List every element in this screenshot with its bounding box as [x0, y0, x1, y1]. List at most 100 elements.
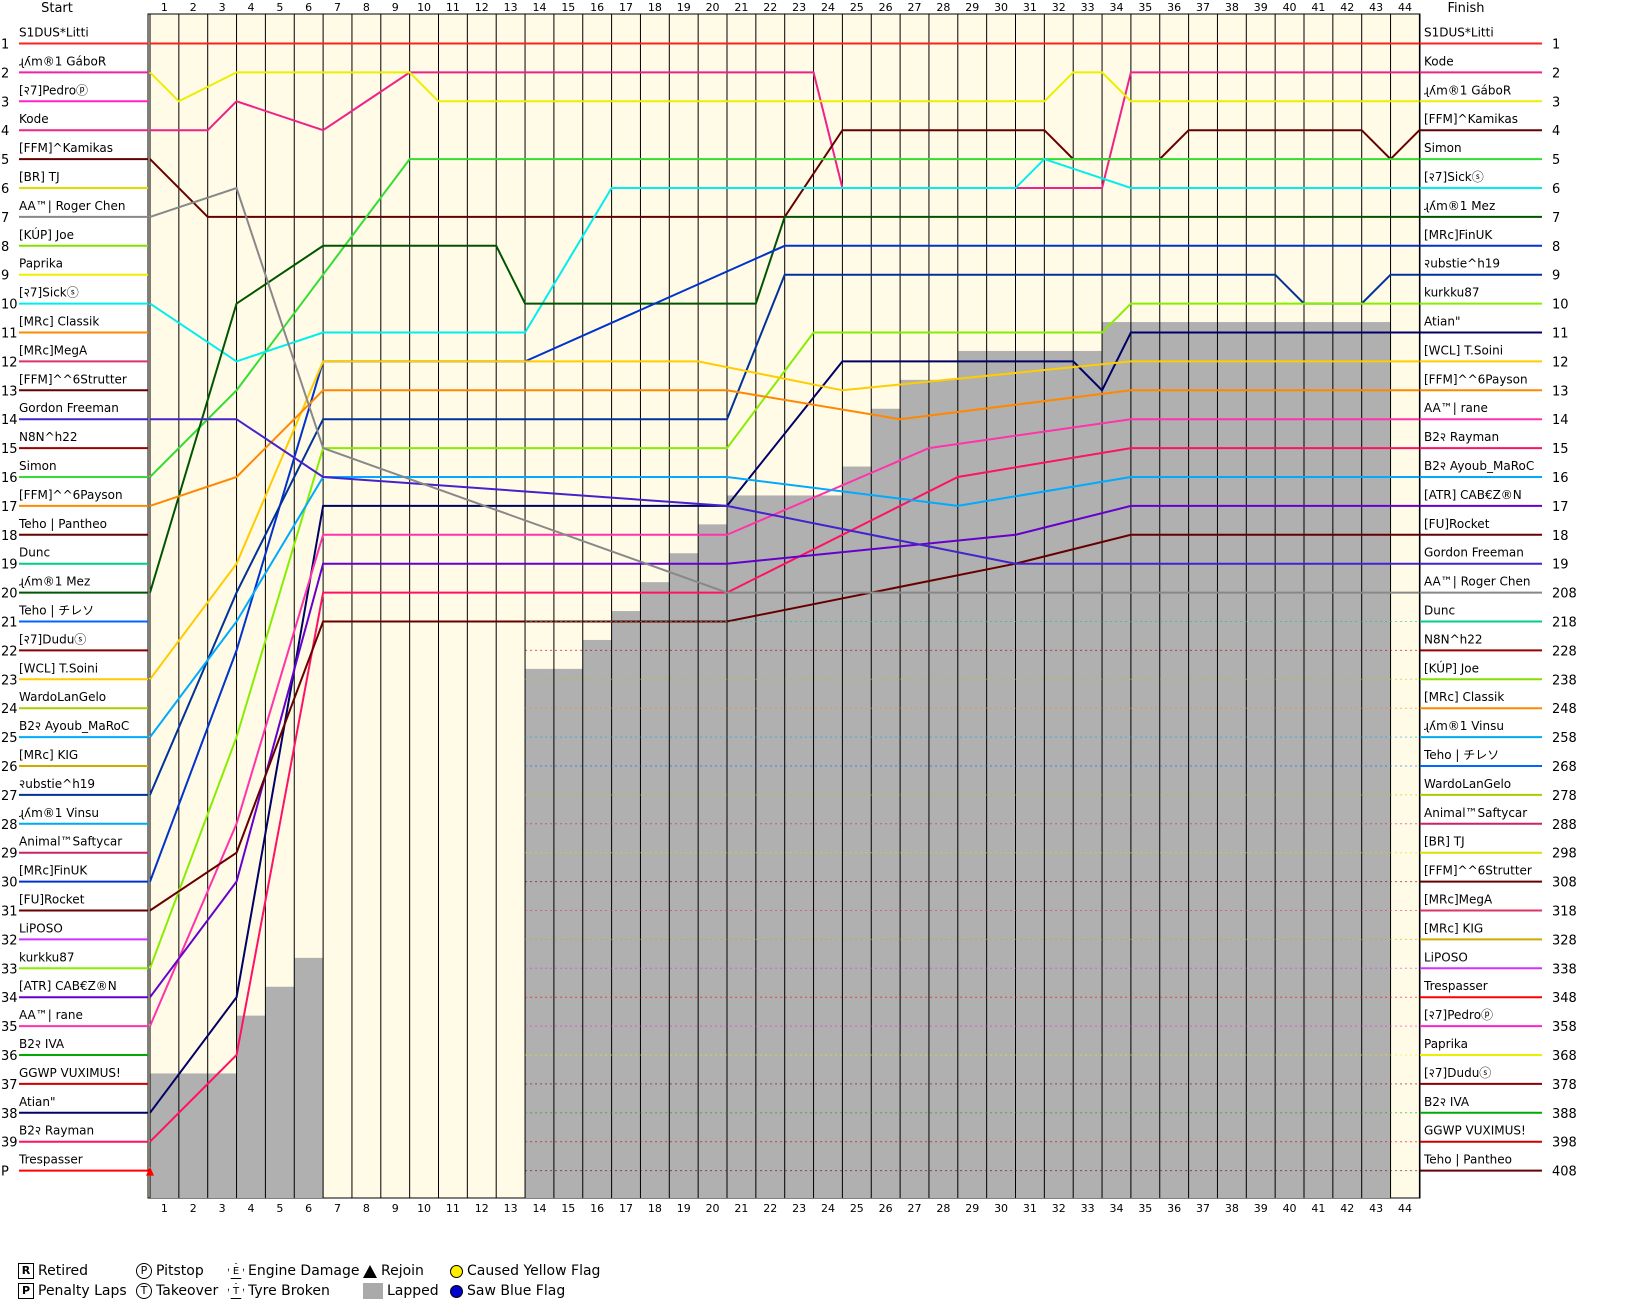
finish-driver-name: Atian" — [1424, 315, 1461, 329]
rejoin-marker — [146, 1166, 154, 1176]
legend-label: Caused Yellow Flag — [467, 1263, 601, 1279]
lap-label-top: 11 — [446, 1, 460, 14]
lap-label-bottom: 9 — [392, 1202, 399, 1215]
rejoin-legend-icon — [363, 1264, 377, 1278]
left-position-number: 15 — [1, 442, 18, 457]
start-driver-name: Teho | チレソ — [18, 604, 94, 618]
driver-line — [150, 71, 1420, 189]
lap-label-bottom: 25 — [850, 1202, 864, 1215]
start-driver-name: Trespasser — [18, 1153, 83, 1167]
lap-label-top: 22 — [763, 1, 777, 14]
finish-driver-name: WardoLanGelo — [1424, 777, 1511, 791]
finish-driver-name: B2२ Rayman — [1424, 430, 1499, 444]
right-position-number: 228 — [1552, 644, 1577, 659]
legend: R Retired P Penalty Laps P Pitstop T Tak… — [18, 1263, 618, 1303]
finish-driver-name: Dunc — [1424, 604, 1455, 618]
right-position-number: 368 — [1552, 1049, 1577, 1064]
legend-label: Rejoin — [381, 1263, 424, 1279]
left-position-number: 38 — [1, 1107, 18, 1122]
lapped-region — [611, 611, 641, 1198]
start-driver-name: Atian" — [19, 1095, 56, 1109]
start-driver-name: B2२ IVA — [19, 1037, 65, 1051]
start-driver-name: [KÚP] Joe — [19, 227, 74, 242]
right-position-number: 388 — [1552, 1107, 1577, 1122]
right-position-number: 8 — [1552, 240, 1560, 255]
driver-line — [149, 215, 1420, 593]
lap-label-top: 29 — [965, 1, 979, 14]
left-position-number: 5 — [1, 153, 9, 168]
lap-label-bottom: 42 — [1340, 1202, 1354, 1215]
lap-label-top: 15 — [561, 1, 575, 14]
takeover-legend-icon: T — [136, 1283, 152, 1299]
left-position-number: 9 — [1, 269, 9, 284]
lap-label-bottom: 13 — [504, 1202, 518, 1215]
tyre-broken-legend-icon: T — [228, 1283, 244, 1299]
left-position-number: 12 — [1, 355, 18, 370]
finish-driver-name: kurkku87 — [1424, 286, 1480, 300]
right-position-number: 268 — [1552, 760, 1577, 775]
right-position-number: 298 — [1552, 847, 1577, 862]
finish-driver-name: [FFM]^^6Strutter — [1424, 864, 1532, 878]
left-position-number: 1 — [1, 38, 9, 53]
finish-driver-name: Teho | Pantheo — [1423, 1153, 1512, 1167]
finish-driver-name: B2२ IVA — [1424, 1095, 1470, 1109]
lap-label-bottom: 24 — [821, 1202, 835, 1215]
start-driver-name: [FFM]^^6Strutter — [19, 372, 127, 386]
pitstop-legend-icon: P — [136, 1263, 152, 1279]
start-driver-name: AA™| rane — [19, 1008, 83, 1022]
legend-label: Penalty Laps — [38, 1283, 127, 1299]
lapped-region — [1130, 322, 1391, 1198]
finish-driver-name: २ubstie^h19 — [1424, 257, 1500, 271]
driver-line — [149, 418, 1420, 1027]
lap-label-bottom: 1 — [161, 1202, 168, 1215]
lapped-region — [178, 1073, 208, 1198]
finish-driver-name: AA™| Roger Chen — [1424, 575, 1530, 589]
start-driver-name: [ATR] CAB€Z®N — [19, 979, 117, 993]
right-position-number: 278 — [1552, 789, 1577, 804]
lap-label-bottom: 15 — [561, 1202, 575, 1215]
lap-label-bottom: 32 — [1052, 1202, 1066, 1215]
lap-label-top: 43 — [1369, 1, 1383, 14]
lap-label-bottom: 38 — [1225, 1202, 1239, 1215]
left-position-number: 32 — [1, 933, 18, 948]
lap-label-bottom: 33 — [1081, 1202, 1095, 1215]
lap-label-bottom: 7 — [334, 1202, 341, 1215]
start-driver-name: [२7]Duduⓢ — [19, 632, 86, 646]
lap-label-top: 31 — [1023, 1, 1037, 14]
finish-driver-name: N8N^h22 — [1424, 632, 1483, 646]
start-driver-name: LiPOSO — [19, 921, 63, 935]
left-position-number: 10 — [1, 298, 18, 313]
start-driver-name: २ubstie^h19 — [19, 777, 95, 791]
left-position-number: 3 — [1, 95, 9, 110]
start-driver-name: Dunc — [19, 546, 50, 560]
lapped-region — [842, 466, 872, 1198]
start-driver-name: kurkku87 — [19, 950, 75, 964]
left-position-number: 14 — [1, 413, 18, 428]
legend-label: Lapped — [387, 1283, 439, 1299]
lap-label-top: 30 — [994, 1, 1008, 14]
start-driver-name: [FU]Rocket — [19, 893, 85, 907]
finish-driver-name: Kode — [1424, 54, 1454, 68]
right-position-number: 16 — [1552, 471, 1569, 486]
finish-driver-name: [२7]Duduⓢ — [1424, 1066, 1491, 1080]
finish-driver-name: Teho | チレソ — [1423, 748, 1499, 762]
finish-driver-name: [MRc]MegA — [1424, 893, 1493, 907]
lap-label-top: 42 — [1340, 1, 1354, 14]
right-position-number: 6 — [1552, 182, 1560, 197]
left-position-number: 20 — [1, 587, 18, 602]
start-driver-name: Kode — [19, 112, 49, 126]
left-position-number: 17 — [1, 500, 18, 515]
legend-label: Engine Damage — [248, 1263, 360, 1279]
lap-label-bottom: 41 — [1311, 1202, 1325, 1215]
start-driver-name: B2२ Rayman — [19, 1124, 94, 1138]
lap-label-bottom: 26 — [879, 1202, 893, 1215]
lapped-region — [871, 408, 901, 1198]
right-position-number: 2 — [1552, 66, 1560, 81]
lapped-region — [928, 379, 958, 1199]
right-position-number: 10 — [1552, 298, 1569, 313]
lap-label-bottom: 14 — [532, 1202, 546, 1215]
lap-label-top: 33 — [1081, 1, 1095, 14]
right-position-number: 4 — [1552, 124, 1560, 139]
lap-label-top: 28 — [936, 1, 950, 14]
left-position-number: 31 — [1, 905, 18, 920]
